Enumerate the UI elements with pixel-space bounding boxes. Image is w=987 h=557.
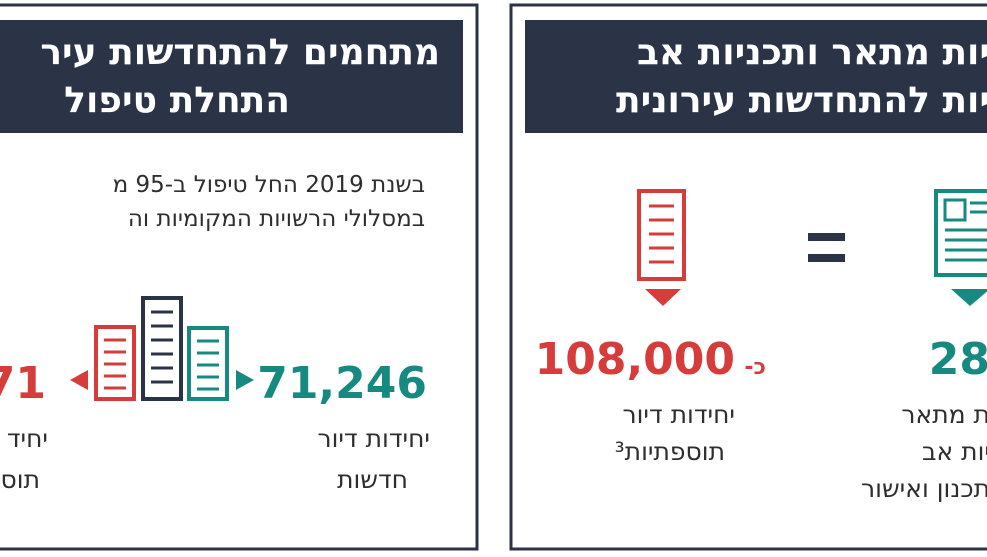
stat-label: יחידות דיור (622, 400, 735, 429)
panel-header (525, 20, 987, 133)
header-line: התחלת טיפול (64, 80, 290, 121)
stat-label: יות אב (922, 437, 987, 466)
stat-label: תכנון ואישור (861, 474, 987, 503)
stat-value: 28 (929, 334, 987, 385)
body-line: במסלולי הרשויות המקומיות וה (128, 206, 425, 232)
stat-label: תוס (1, 465, 40, 494)
header-line: מתחמים להתחדשות עיר (40, 32, 440, 73)
header-line: יות להתחדשות עירונית (616, 80, 987, 121)
panel-header (0, 20, 463, 133)
buildings-icon (70, 296, 254, 401)
stat-label: יחידות דיור (317, 424, 430, 453)
stat-value: 108,000 (535, 334, 735, 385)
stat-label: חדשות (337, 465, 408, 494)
stat-label: יחיד (7, 424, 48, 453)
document-icon (934, 189, 987, 306)
stat-prefix: כ- (744, 355, 766, 380)
header-line: יות מתאר ותכניות אב (637, 32, 987, 73)
panel-frame (509, 3, 987, 551)
panel-frame (0, 3, 479, 551)
stat-value: 71,246 (257, 358, 427, 409)
body-line: בשנת 2019 החל טיפול ב-95 מ (113, 172, 425, 198)
stat-label: ת מתאר (901, 400, 987, 429)
stat-label: תוספתיות³ (615, 437, 725, 466)
equals-sign (808, 233, 845, 262)
document-icon (637, 189, 686, 306)
stat-value: 71 (0, 358, 46, 409)
